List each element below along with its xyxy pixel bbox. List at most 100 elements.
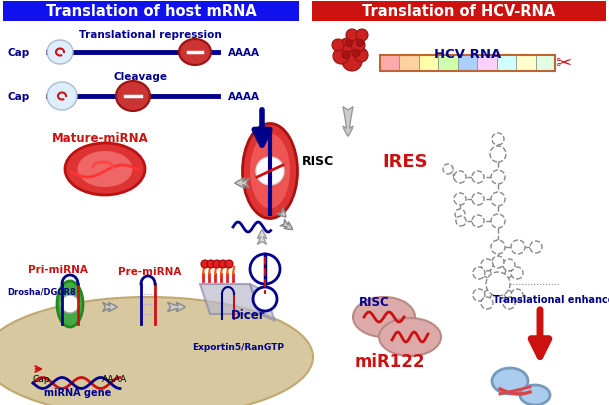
Circle shape [490,261,506,277]
Text: Translation of host mRNA: Translation of host mRNA [46,4,256,19]
Text: AAAA: AAAA [228,48,260,58]
Circle shape [492,256,504,269]
Circle shape [492,134,504,146]
Text: RISC: RISC [359,296,389,309]
Circle shape [345,40,353,47]
Circle shape [491,192,505,207]
Circle shape [472,215,484,228]
Circle shape [201,260,209,269]
Text: IRES: IRES [382,153,428,171]
Circle shape [472,194,484,205]
Circle shape [342,52,362,72]
FancyBboxPatch shape [312,2,606,22]
Circle shape [443,164,453,175]
Text: RISC: RISC [302,155,334,168]
Text: Cleavage: Cleavage [113,72,167,82]
Ellipse shape [77,151,133,188]
Circle shape [491,215,505,228]
FancyBboxPatch shape [3,2,299,22]
Circle shape [503,297,515,309]
Bar [380,56,400,72]
Circle shape [332,40,344,52]
Circle shape [219,260,227,269]
Text: Drosha/DGCR8: Drosha/DGCR8 [8,287,76,296]
Circle shape [490,147,506,162]
Circle shape [454,194,466,205]
Circle shape [225,260,233,269]
Circle shape [256,158,284,185]
Bar [477,56,497,72]
Circle shape [61,295,79,313]
Bar [419,56,438,72]
Circle shape [354,49,368,63]
Circle shape [253,287,277,311]
Circle shape [346,30,358,42]
Text: AAAA: AAAA [228,92,260,102]
Text: HCV RNA: HCV RNA [434,48,502,61]
Circle shape [454,172,466,183]
Text: miR122: miR122 [355,352,425,370]
Circle shape [250,254,280,284]
Text: miRNA gene: miRNA gene [44,387,111,397]
Circle shape [213,260,221,269]
Bar [400,56,419,72]
Circle shape [481,297,493,309]
Polygon shape [200,284,260,314]
Circle shape [340,39,354,53]
Text: Dicer: Dicer [231,309,266,322]
Circle shape [491,171,505,185]
Circle shape [481,259,493,271]
Ellipse shape [57,281,83,327]
Ellipse shape [492,368,528,394]
Ellipse shape [520,385,550,405]
Circle shape [455,209,465,220]
Circle shape [351,39,365,53]
Ellipse shape [47,41,73,65]
Circle shape [473,289,485,301]
Text: Pri-miRNA: Pri-miRNA [28,264,88,274]
Bar [458,56,477,72]
Text: Cap: Cap [8,92,30,102]
Bar [380,56,555,72]
Ellipse shape [353,297,415,337]
Circle shape [207,260,215,269]
Circle shape [486,272,510,296]
Text: Pre-miRNA: Pre-miRNA [118,266,181,276]
Ellipse shape [250,134,290,209]
Circle shape [333,49,349,65]
Ellipse shape [65,144,145,196]
Circle shape [511,267,523,279]
Circle shape [356,30,368,42]
Text: Mature-miRNA: Mature-miRNA [52,131,149,144]
Circle shape [491,241,505,254]
Circle shape [456,216,466,226]
Bar [516,56,535,72]
Text: Translational enhancement: Translational enhancement [493,294,609,304]
Circle shape [473,267,485,279]
Text: Exportin5/RanGTP: Exportin5/RanGTP [192,343,284,352]
Bar [535,56,555,72]
Bar [497,56,516,72]
Circle shape [530,241,542,254]
Ellipse shape [242,124,298,219]
Text: Cap: Cap [8,48,30,58]
Text: Translation of HCV-RNA: Translation of HCV-RNA [362,4,555,19]
Circle shape [503,259,515,271]
Text: AAAA: AAAA [102,375,128,384]
Circle shape [472,172,484,183]
Ellipse shape [0,297,313,405]
Circle shape [511,241,525,254]
Bar [438,56,458,72]
Ellipse shape [179,40,211,66]
Circle shape [352,50,360,58]
Ellipse shape [116,82,150,112]
Ellipse shape [379,318,441,356]
Polygon shape [250,284,275,321]
Text: Translational repression: Translational repression [79,30,222,40]
Text: ✂: ✂ [555,54,571,73]
Circle shape [356,40,364,47]
Text: Cap: Cap [32,375,50,384]
Circle shape [342,52,350,60]
Ellipse shape [47,83,77,111]
Circle shape [511,289,523,301]
